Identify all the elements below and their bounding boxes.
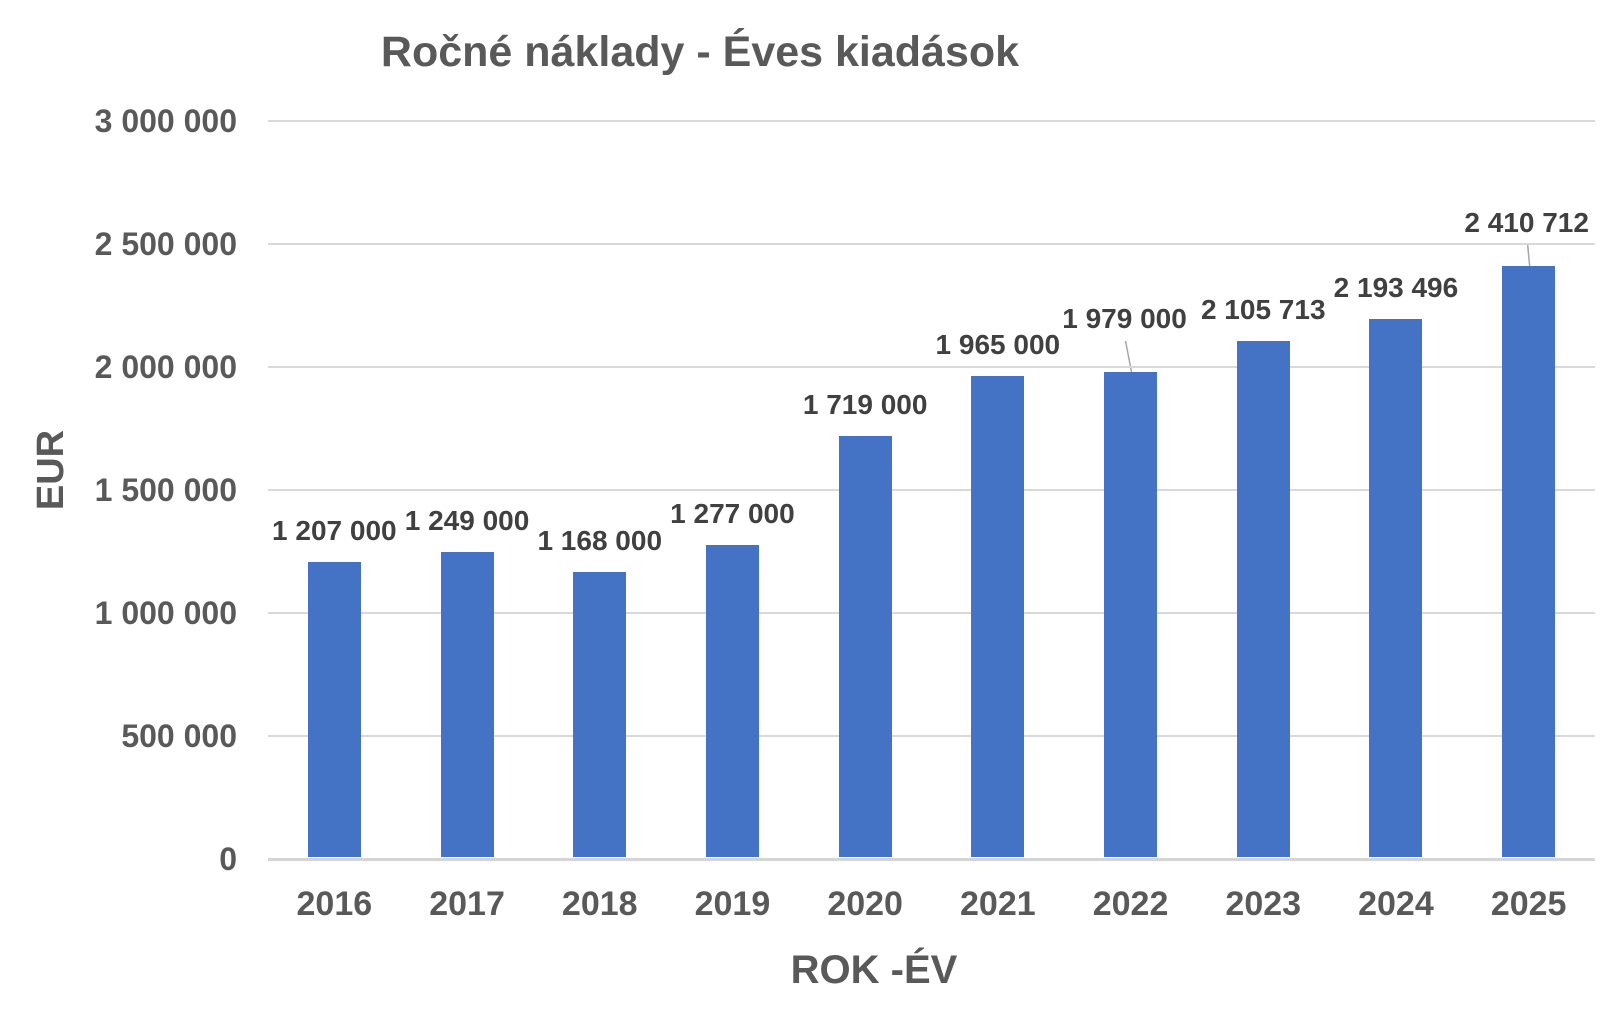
bar-2025: [1502, 265, 1556, 857]
chart-title: Ročné náklady - Éves kiadások: [380, 28, 1020, 76]
y-tick-label: 1 000 000: [94, 595, 237, 631]
bar-2024: [1369, 319, 1423, 857]
data-label: 1 719 000: [802, 389, 928, 421]
x-tick-label: 2023: [1225, 885, 1302, 923]
data-label: 2 193 496: [1333, 272, 1459, 304]
bar-2019: [705, 544, 759, 857]
x-tick-label: 2020: [827, 885, 903, 923]
gridline: [268, 120, 1595, 122]
bar-2020: [838, 436, 892, 857]
x-tick-label: 2022: [1092, 885, 1169, 923]
data-label: 1 249 000: [404, 504, 530, 536]
gridline: [268, 735, 1595, 737]
bar-2021: [971, 375, 1025, 857]
bar-2016: [307, 562, 361, 857]
y-tick-label: 2 500 000: [94, 226, 237, 262]
y-tick-label: 0: [219, 841, 237, 877]
x-tick-label: 2021: [960, 885, 1036, 923]
x-tick-label: 2018: [561, 885, 638, 923]
x-tick-label: 2024: [1358, 885, 1434, 923]
gridline: [268, 489, 1595, 491]
bar-2018: [573, 571, 627, 857]
leader-line: [1526, 244, 1531, 267]
data-label: 2 105 713: [1200, 293, 1326, 325]
data-label: 1 168 000: [537, 524, 663, 556]
data-label: 1 207 000: [272, 515, 397, 547]
x-axis-title: ROK -ÉV: [790, 948, 958, 992]
y-tick-label: 1 500 000: [94, 472, 237, 508]
x-tick-label: 2025: [1490, 885, 1567, 923]
gridline: [268, 366, 1595, 368]
y-tick-label: 2 000 000: [94, 349, 237, 385]
data-label: 1 277 000: [670, 497, 795, 529]
y-tick-label: 3 000 000: [94, 103, 237, 139]
y-tick-label: 500 000: [121, 718, 237, 754]
x-axis-line: [268, 858, 1595, 861]
x-tick-label: 2017: [429, 885, 505, 923]
bar-2022: [1104, 372, 1158, 857]
x-tick-label: 2019: [694, 885, 771, 923]
bar-2023: [1236, 340, 1290, 857]
data-label: 1 965 000: [935, 328, 1061, 360]
data-label: 1 979 000: [1062, 303, 1187, 334]
x-tick-label: 2016: [296, 885, 373, 923]
data-label: 2 410 712: [1464, 207, 1589, 238]
gridline: [268, 612, 1595, 614]
y-axis-title: EUR: [29, 429, 72, 511]
bar-2017: [440, 551, 494, 857]
gridline: [268, 243, 1595, 245]
